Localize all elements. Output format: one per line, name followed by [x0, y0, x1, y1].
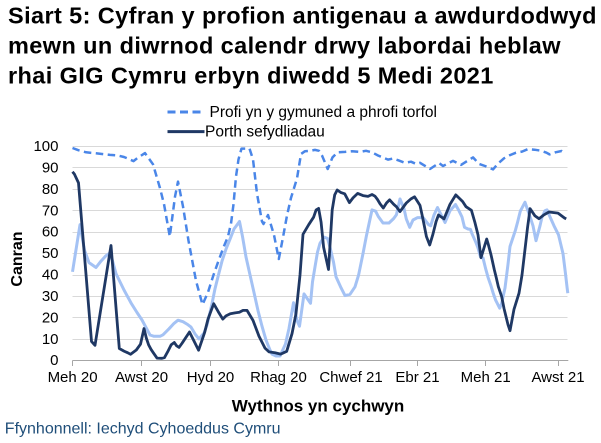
svg-text:Hyd 20: Hyd 20 — [187, 369, 235, 386]
svg-text:rhai GIG Cymru erbyn diwedd 5: rhai GIG Cymru erbyn diwedd 5 Medi 2021 — [8, 63, 494, 89]
svg-text:mewn un diwrnod calendr drwy l: mewn un diwrnod calendr drwy labordai he… — [8, 33, 561, 59]
svg-text:80: 80 — [42, 181, 59, 198]
svg-text:Rhag 20: Rhag 20 — [250, 369, 307, 386]
svg-text:Wythnos yn cychwyn: Wythnos yn cychwyn — [232, 397, 405, 416]
svg-text:Canran: Canran — [9, 231, 26, 286]
svg-text:Meh 20: Meh 20 — [48, 369, 98, 386]
svg-text:Chwef 21: Chwef 21 — [319, 369, 382, 386]
svg-text:70: 70 — [42, 202, 59, 219]
svg-text:100: 100 — [33, 138, 58, 155]
svg-text:Profi yn y gymuned a phrofi to: Profi yn y gymuned a phrofi torfol — [210, 104, 437, 121]
svg-text:0: 0 — [50, 352, 58, 369]
svg-text:Porth sefydliadau: Porth sefydliadau — [205, 123, 325, 140]
svg-text:40: 40 — [42, 267, 59, 284]
svg-text:Awst 20: Awst 20 — [115, 369, 168, 386]
svg-text:Awst 21: Awst 21 — [531, 369, 584, 386]
svg-text:30: 30 — [42, 288, 59, 305]
svg-text:Meh 21: Meh 21 — [461, 369, 511, 386]
svg-text:20: 20 — [42, 309, 59, 326]
svg-text:50: 50 — [42, 245, 59, 262]
svg-text:60: 60 — [42, 224, 59, 241]
svg-text:Ebr 21: Ebr 21 — [395, 369, 439, 386]
svg-text:90: 90 — [42, 159, 59, 176]
svg-text:Ffynhonnell: Iechyd Cyhoeddus: Ffynhonnell: Iechyd Cyhoeddus Cymru — [5, 421, 281, 438]
svg-text:Siart 5: Cyfran y profion anti: Siart 5: Cyfran y profion antigenau a aw… — [8, 3, 597, 29]
svg-text:10: 10 — [42, 331, 59, 348]
